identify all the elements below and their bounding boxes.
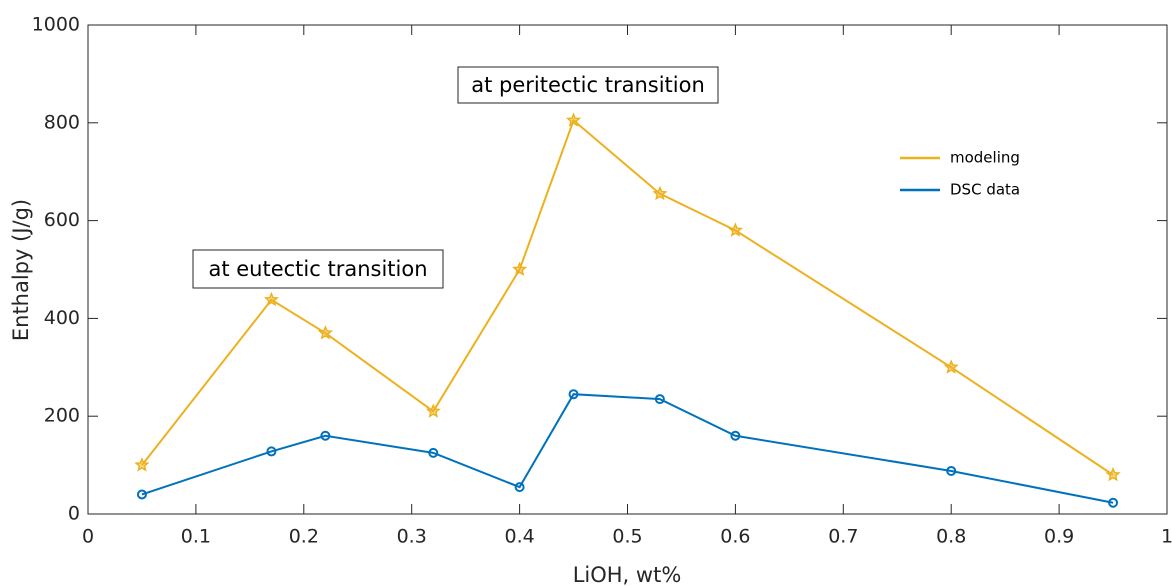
y-tick-label: 0 — [68, 503, 80, 525]
x-tick-label: 0.4 — [504, 526, 534, 548]
legend-label: modeling — [950, 149, 1020, 167]
annotation: at eutectic transition — [208, 257, 427, 281]
data-marker — [263, 291, 279, 307]
y-axis-title: Enthalpy (J/g) — [9, 199, 33, 341]
data-marker — [565, 112, 582, 127]
data-marker — [727, 222, 743, 237]
x-axis-title: LiOH, wt% — [573, 563, 682, 586]
annotation-box — [457, 66, 719, 104]
series-line — [141, 393, 1114, 504]
data-marker — [730, 430, 741, 441]
y-tick-label: 600 — [44, 209, 80, 231]
legend-label: DSC data — [950, 181, 1020, 199]
x-tick-label: 0.6 — [720, 526, 750, 548]
data-marker — [317, 325, 333, 340]
data-marker — [568, 389, 579, 400]
data-marker — [428, 447, 439, 458]
data-marker — [320, 430, 331, 441]
data-marker — [136, 489, 147, 500]
y-tick-label: 1000 — [32, 14, 80, 36]
y-tick-label: 800 — [44, 111, 80, 133]
y-tick-label: 400 — [44, 307, 80, 329]
y-tick-label: 200 — [44, 405, 80, 427]
data-marker — [514, 482, 525, 493]
x-tick-label: 0.1 — [181, 526, 211, 548]
series-line — [141, 118, 1114, 476]
x-tick-label: 0.5 — [612, 526, 642, 548]
data-marker — [1108, 497, 1119, 508]
data-marker — [512, 261, 528, 276]
x-tick-label: 0.3 — [397, 526, 427, 548]
data-marker — [943, 359, 959, 374]
x-tick-label: 0.8 — [936, 526, 966, 548]
data-marker — [652, 185, 668, 201]
x-tick-label: 0.2 — [289, 526, 319, 548]
annotation: at peritectic transition — [471, 73, 705, 97]
data-marker — [425, 403, 441, 418]
data-marker — [134, 457, 150, 472]
x-tick-label: 0 — [82, 526, 94, 548]
data-marker — [946, 465, 957, 476]
data-marker — [1105, 466, 1121, 482]
data-marker — [266, 446, 277, 457]
x-tick-label: 0.7 — [828, 526, 858, 548]
x-tick-label: 0.9 — [1044, 526, 1074, 548]
x-tick-label: 1 — [1161, 526, 1172, 548]
annotation-box — [192, 249, 444, 289]
data-marker — [654, 394, 665, 405]
